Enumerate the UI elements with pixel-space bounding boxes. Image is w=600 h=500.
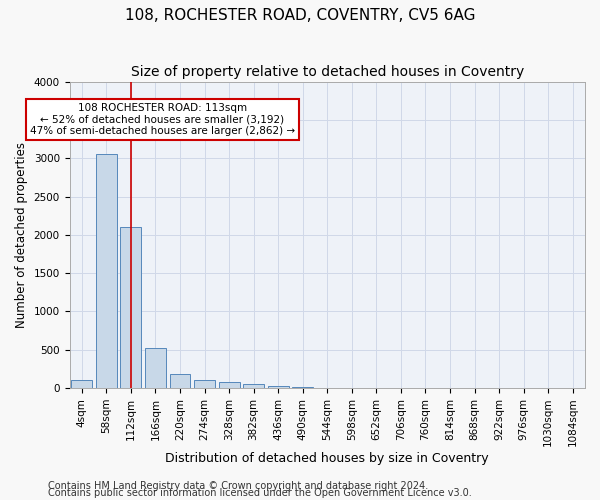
Bar	[194, 380, 215, 388]
Bar	[121, 227, 142, 388]
Bar	[170, 374, 190, 388]
Text: Contains public sector information licensed under the Open Government Licence v3: Contains public sector information licen…	[48, 488, 472, 498]
Text: 108 ROCHESTER ROAD: 113sqm
← 52% of detached houses are smaller (3,192)
47% of s: 108 ROCHESTER ROAD: 113sqm ← 52% of deta…	[30, 103, 295, 136]
Bar	[268, 386, 289, 388]
Bar	[145, 348, 166, 388]
Text: Contains HM Land Registry data © Crown copyright and database right 2024.: Contains HM Land Registry data © Crown c…	[48, 481, 428, 491]
Y-axis label: Number of detached properties: Number of detached properties	[15, 142, 28, 328]
X-axis label: Distribution of detached houses by size in Coventry: Distribution of detached houses by size …	[166, 452, 489, 465]
Bar	[71, 380, 92, 388]
Text: 108, ROCHESTER ROAD, COVENTRY, CV5 6AG: 108, ROCHESTER ROAD, COVENTRY, CV5 6AG	[125, 8, 475, 22]
Bar	[96, 154, 117, 388]
Bar	[243, 384, 264, 388]
Title: Size of property relative to detached houses in Coventry: Size of property relative to detached ho…	[131, 65, 524, 79]
Bar	[218, 382, 239, 388]
